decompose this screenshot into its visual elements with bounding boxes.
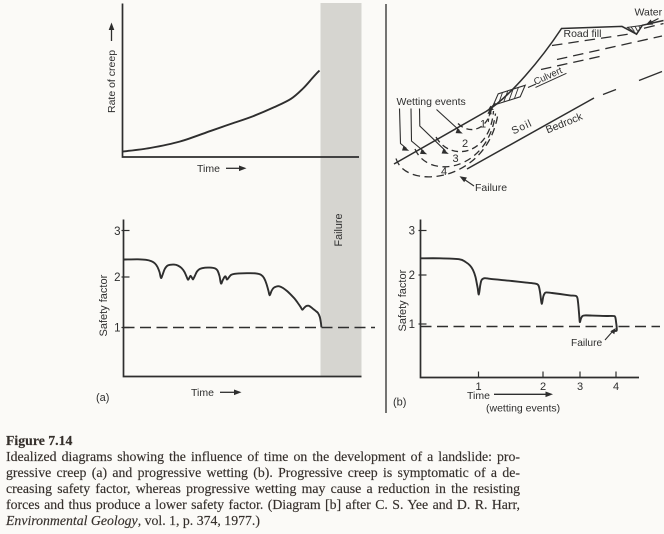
svg-text:3: 3	[577, 381, 583, 393]
svg-text:(a): (a)	[96, 392, 109, 404]
svg-text:Time: Time	[191, 387, 214, 399]
svg-text:Failure: Failure	[571, 338, 602, 349]
svg-text:Safety factor: Safety factor	[98, 274, 110, 336]
svg-text:Water: Water	[635, 7, 663, 19]
svg-text:4: 4	[441, 166, 447, 178]
svg-text:3: 3	[409, 226, 415, 238]
svg-text:(wetting events): (wetting events)	[486, 403, 560, 415]
svg-text:2: 2	[114, 272, 120, 284]
svg-text:2: 2	[540, 381, 546, 393]
svg-text:3: 3	[114, 226, 120, 238]
svg-text:Safety factor: Safety factor	[397, 269, 409, 331]
svg-text:4: 4	[613, 381, 619, 393]
svg-text:2: 2	[409, 270, 415, 282]
svg-text:1: 1	[480, 119, 486, 131]
svg-text:Failure: Failure	[333, 213, 345, 246]
svg-text:Failure: Failure	[475, 182, 507, 194]
svg-text:1: 1	[409, 319, 415, 331]
svg-text:2: 2	[462, 138, 468, 150]
svg-text:Road fill: Road fill	[564, 28, 602, 40]
svg-text:Wetting events: Wetting events	[397, 96, 466, 108]
svg-text:Time: Time	[467, 390, 490, 402]
svg-text:3: 3	[452, 153, 458, 165]
svg-text:(b): (b)	[393, 397, 406, 409]
svg-text:Time: Time	[197, 163, 220, 175]
svg-text:Rate of creep: Rate of creep	[106, 50, 118, 113]
svg-text:1: 1	[114, 323, 120, 335]
svg-text:1: 1	[475, 381, 481, 393]
